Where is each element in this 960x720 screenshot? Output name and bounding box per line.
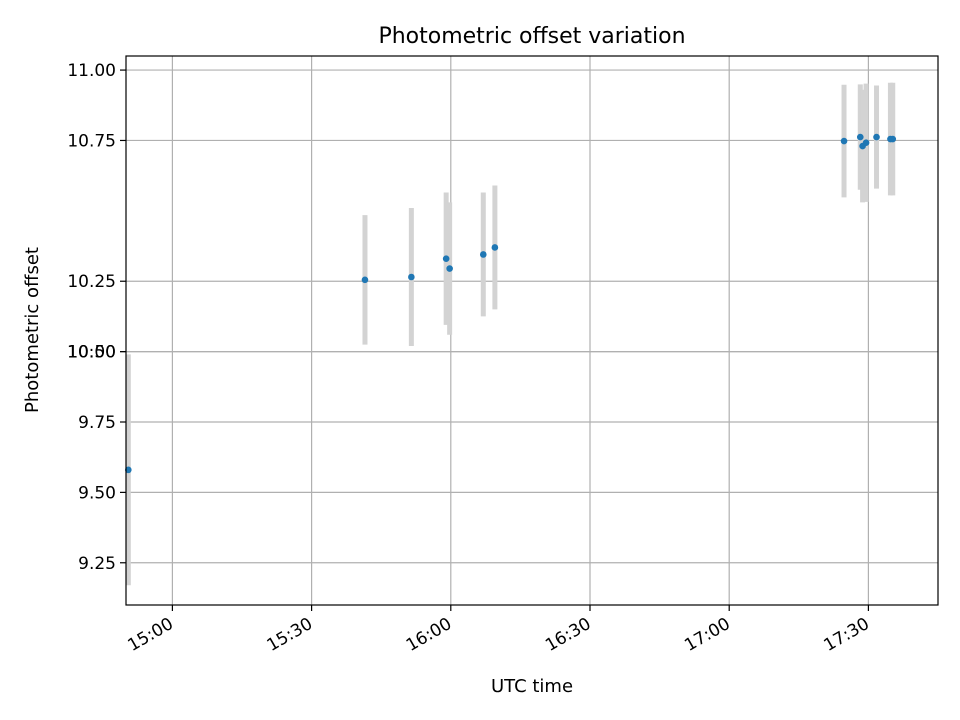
data-point [408, 273, 415, 281]
error-bars [125, 82, 896, 586]
data-point [491, 244, 499, 251]
data-point [873, 133, 880, 141]
y-axis-ticks: 9.25 9.50 9.75 10.00 10.25 10:50 10.75 11.00 [67, 61, 126, 574]
y-tick-label: 11.00 [67, 61, 116, 81]
y-tick-label: 10.25 [67, 272, 116, 292]
data-point [125, 466, 132, 474]
x-axis-ticks: 15:00 15:30 16:00 16:30 17:00 17:30 [124, 605, 873, 656]
y-tick-label: 9.50 [78, 483, 116, 503]
x-axis-label: UTC time [491, 676, 573, 697]
data-point [840, 137, 848, 145]
data-points [125, 133, 897, 474]
plot-frame [125, 55, 939, 606]
x-tick-label: 15:00 [124, 614, 176, 656]
x-tick-label: 17:00 [681, 614, 733, 656]
x-tick-label: 17:30 [820, 614, 872, 656]
y-axis-label: Photometric offset [22, 247, 43, 413]
x-tick-label: 16:00 [403, 614, 455, 656]
data-point [446, 265, 453, 272]
data-point [862, 139, 870, 147]
data-point [889, 135, 897, 143]
x-tick-label: 15:30 [264, 614, 316, 656]
y-tick-label: 10:50 [67, 343, 116, 363]
data-point [479, 251, 487, 258]
data-point [856, 133, 864, 141]
x-tick-label: 16:30 [542, 614, 594, 656]
grid-lines [126, 56, 938, 605]
y-tick-label: 9.25 [78, 554, 116, 574]
y-tick-label: 9.75 [78, 413, 116, 433]
chart-title: Photometric offset variation [378, 24, 685, 49]
y-tick-label: 10.00 [67, 343, 116, 363]
data-point [361, 276, 369, 284]
y-tick-label: 10.75 [67, 131, 116, 151]
data-point [442, 255, 450, 263]
